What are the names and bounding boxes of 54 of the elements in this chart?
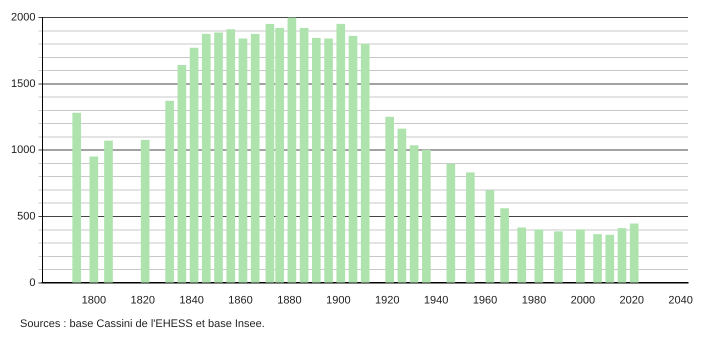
bar bbox=[190, 48, 198, 283]
bar bbox=[618, 228, 626, 283]
bar bbox=[214, 32, 223, 283]
x-tick-label: 1920 bbox=[375, 294, 400, 306]
source-note: Sources : base Cassini de l'EHESS et base Insee. bbox=[20, 318, 266, 330]
x-tick-label: 1980 bbox=[522, 294, 546, 306]
bar bbox=[226, 29, 236, 283]
bar bbox=[466, 172, 475, 283]
bar bbox=[500, 208, 509, 283]
bar bbox=[300, 28, 308, 283]
bar bbox=[410, 145, 418, 283]
bar bbox=[324, 38, 333, 283]
bar bbox=[605, 234, 614, 283]
bar bbox=[178, 65, 186, 283]
x-tick-label: 1800 bbox=[82, 294, 106, 306]
bar bbox=[385, 116, 394, 283]
bar bbox=[336, 24, 346, 283]
bar bbox=[165, 100, 174, 283]
bar bbox=[202, 34, 211, 283]
y-tick-label: 1000 bbox=[10, 144, 36, 156]
x-tick-label: 1860 bbox=[228, 294, 253, 306]
bar bbox=[446, 164, 456, 283]
bar bbox=[238, 38, 248, 283]
y-tick-label: 0 bbox=[29, 276, 36, 289]
bar bbox=[250, 34, 260, 283]
bar bbox=[398, 128, 406, 283]
x-tick-label: 2040 bbox=[668, 294, 693, 306]
bar bbox=[348, 36, 358, 283]
bar bbox=[554, 231, 563, 283]
bar bbox=[593, 234, 602, 283]
bar bbox=[140, 140, 150, 283]
x-tick-label: 2020 bbox=[620, 294, 644, 306]
bar bbox=[630, 223, 639, 283]
x-tick-label: 1960 bbox=[472, 294, 498, 306]
bar bbox=[288, 18, 296, 283]
x-tick-label: 1900 bbox=[326, 294, 351, 306]
x-tick-label: 1820 bbox=[130, 294, 155, 306]
bar bbox=[89, 156, 98, 283]
bar bbox=[360, 44, 370, 283]
bar bbox=[576, 229, 585, 283]
y-tick-label: 2000 bbox=[10, 12, 36, 24]
bar bbox=[72, 112, 82, 283]
x-tick-label: 1940 bbox=[424, 294, 448, 306]
bar bbox=[486, 190, 494, 283]
bar bbox=[422, 150, 431, 283]
bar bbox=[534, 229, 544, 283]
y-tick-label: 1500 bbox=[10, 78, 36, 90]
x-tick-label: 1840 bbox=[179, 294, 204, 306]
bar bbox=[312, 38, 321, 283]
y-tick-label: 500 bbox=[17, 210, 36, 223]
bar bbox=[517, 227, 526, 283]
bar bbox=[104, 140, 113, 283]
x-tick-label: 1880 bbox=[277, 294, 302, 306]
x-tick-label: 2000 bbox=[570, 294, 596, 306]
